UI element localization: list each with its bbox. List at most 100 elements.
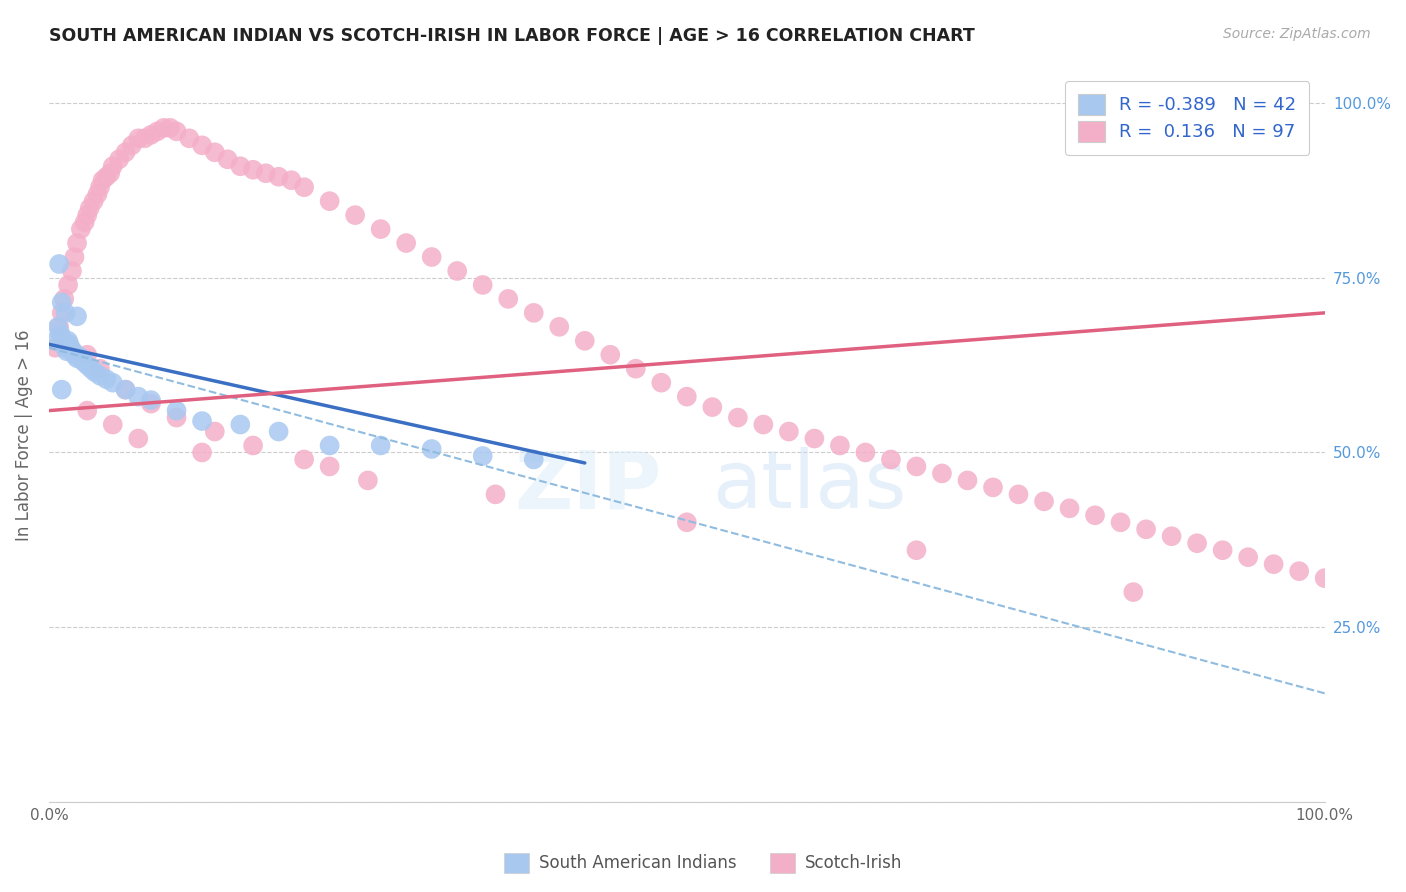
Text: ZIP: ZIP	[515, 448, 661, 525]
Point	[56, 344, 79, 359]
Point	[204, 425, 226, 439]
Point	[267, 169, 290, 184]
Point	[62, 344, 84, 359]
Point	[63, 348, 86, 362]
Point	[956, 474, 979, 488]
Legend: R = -0.389   N = 42, R =  0.136   N = 97: R = -0.389 N = 42, R = 0.136 N = 97	[1066, 81, 1309, 154]
Point	[1212, 543, 1234, 558]
Point	[280, 173, 302, 187]
Point	[66, 351, 89, 366]
Point	[60, 264, 83, 278]
Point	[48, 257, 70, 271]
Point	[86, 187, 108, 202]
Point	[204, 145, 226, 160]
Point	[48, 319, 70, 334]
Point	[981, 480, 1004, 494]
Point	[49, 326, 72, 341]
Point	[51, 295, 73, 310]
Point	[59, 341, 82, 355]
Point	[134, 131, 156, 145]
Point	[496, 292, 519, 306]
Point	[127, 131, 149, 145]
Point	[420, 442, 443, 456]
Point	[1263, 557, 1285, 571]
Point	[96, 372, 118, 386]
Point	[46, 319, 69, 334]
Point	[114, 383, 136, 397]
Point	[1084, 508, 1107, 523]
Point	[292, 180, 315, 194]
Point	[1185, 536, 1208, 550]
Legend: South American Indians, Scotch-Irish: South American Indians, Scotch-Irish	[498, 847, 908, 880]
Point	[76, 358, 98, 372]
Point	[574, 334, 596, 348]
Point	[318, 194, 340, 209]
Text: SOUTH AMERICAN INDIAN VS SCOTCH-IRISH IN LABOR FORCE | AGE > 16 CORRELATION CHAR: SOUTH AMERICAN INDIAN VS SCOTCH-IRISH IN…	[49, 27, 974, 45]
Point	[127, 432, 149, 446]
Text: atlas: atlas	[713, 448, 907, 525]
Point	[880, 452, 903, 467]
Point	[357, 474, 380, 488]
Point	[523, 452, 546, 467]
Point	[121, 138, 143, 153]
Point	[254, 166, 277, 180]
Point	[395, 235, 418, 250]
Point	[292, 452, 315, 467]
Point	[318, 438, 340, 452]
Point	[1033, 494, 1056, 508]
Point	[91, 173, 114, 187]
Point	[101, 376, 124, 390]
Point	[66, 235, 89, 250]
Point	[446, 264, 468, 278]
Point	[56, 277, 79, 292]
Point	[76, 348, 98, 362]
Point	[267, 425, 290, 439]
Point	[420, 250, 443, 264]
Point	[51, 306, 73, 320]
Point	[1109, 516, 1132, 530]
Point	[101, 159, 124, 173]
Point	[108, 153, 131, 167]
Point	[60, 344, 83, 359]
Point	[931, 467, 953, 481]
Point	[1007, 487, 1029, 501]
Point	[114, 383, 136, 397]
Point	[76, 208, 98, 222]
Point	[471, 449, 494, 463]
Point	[471, 277, 494, 292]
Point	[191, 138, 214, 153]
Point	[318, 459, 340, 474]
Point	[66, 310, 89, 324]
Point	[146, 124, 169, 138]
Point	[1237, 550, 1260, 565]
Point	[139, 128, 162, 142]
Point	[44, 341, 66, 355]
Point	[1313, 571, 1336, 585]
Point	[702, 400, 724, 414]
Point	[1160, 529, 1182, 543]
Text: Source: ZipAtlas.com: Source: ZipAtlas.com	[1223, 27, 1371, 41]
Point	[242, 438, 264, 452]
Point	[70, 222, 93, 236]
Point	[484, 487, 506, 501]
Point	[828, 438, 851, 452]
Point	[344, 208, 367, 222]
Point	[76, 403, 98, 417]
Point	[179, 131, 201, 145]
Point	[83, 365, 105, 379]
Point	[905, 543, 928, 558]
Point	[70, 351, 93, 366]
Point	[1288, 564, 1310, 578]
Point	[523, 306, 546, 320]
Point	[96, 169, 118, 184]
Point	[44, 334, 66, 348]
Point	[166, 403, 188, 417]
Point	[1122, 585, 1144, 599]
Point	[89, 361, 111, 376]
Point	[229, 417, 252, 432]
Point	[675, 390, 697, 404]
Point	[370, 438, 392, 452]
Point	[53, 337, 76, 351]
Point	[55, 341, 77, 355]
Point	[752, 417, 775, 432]
